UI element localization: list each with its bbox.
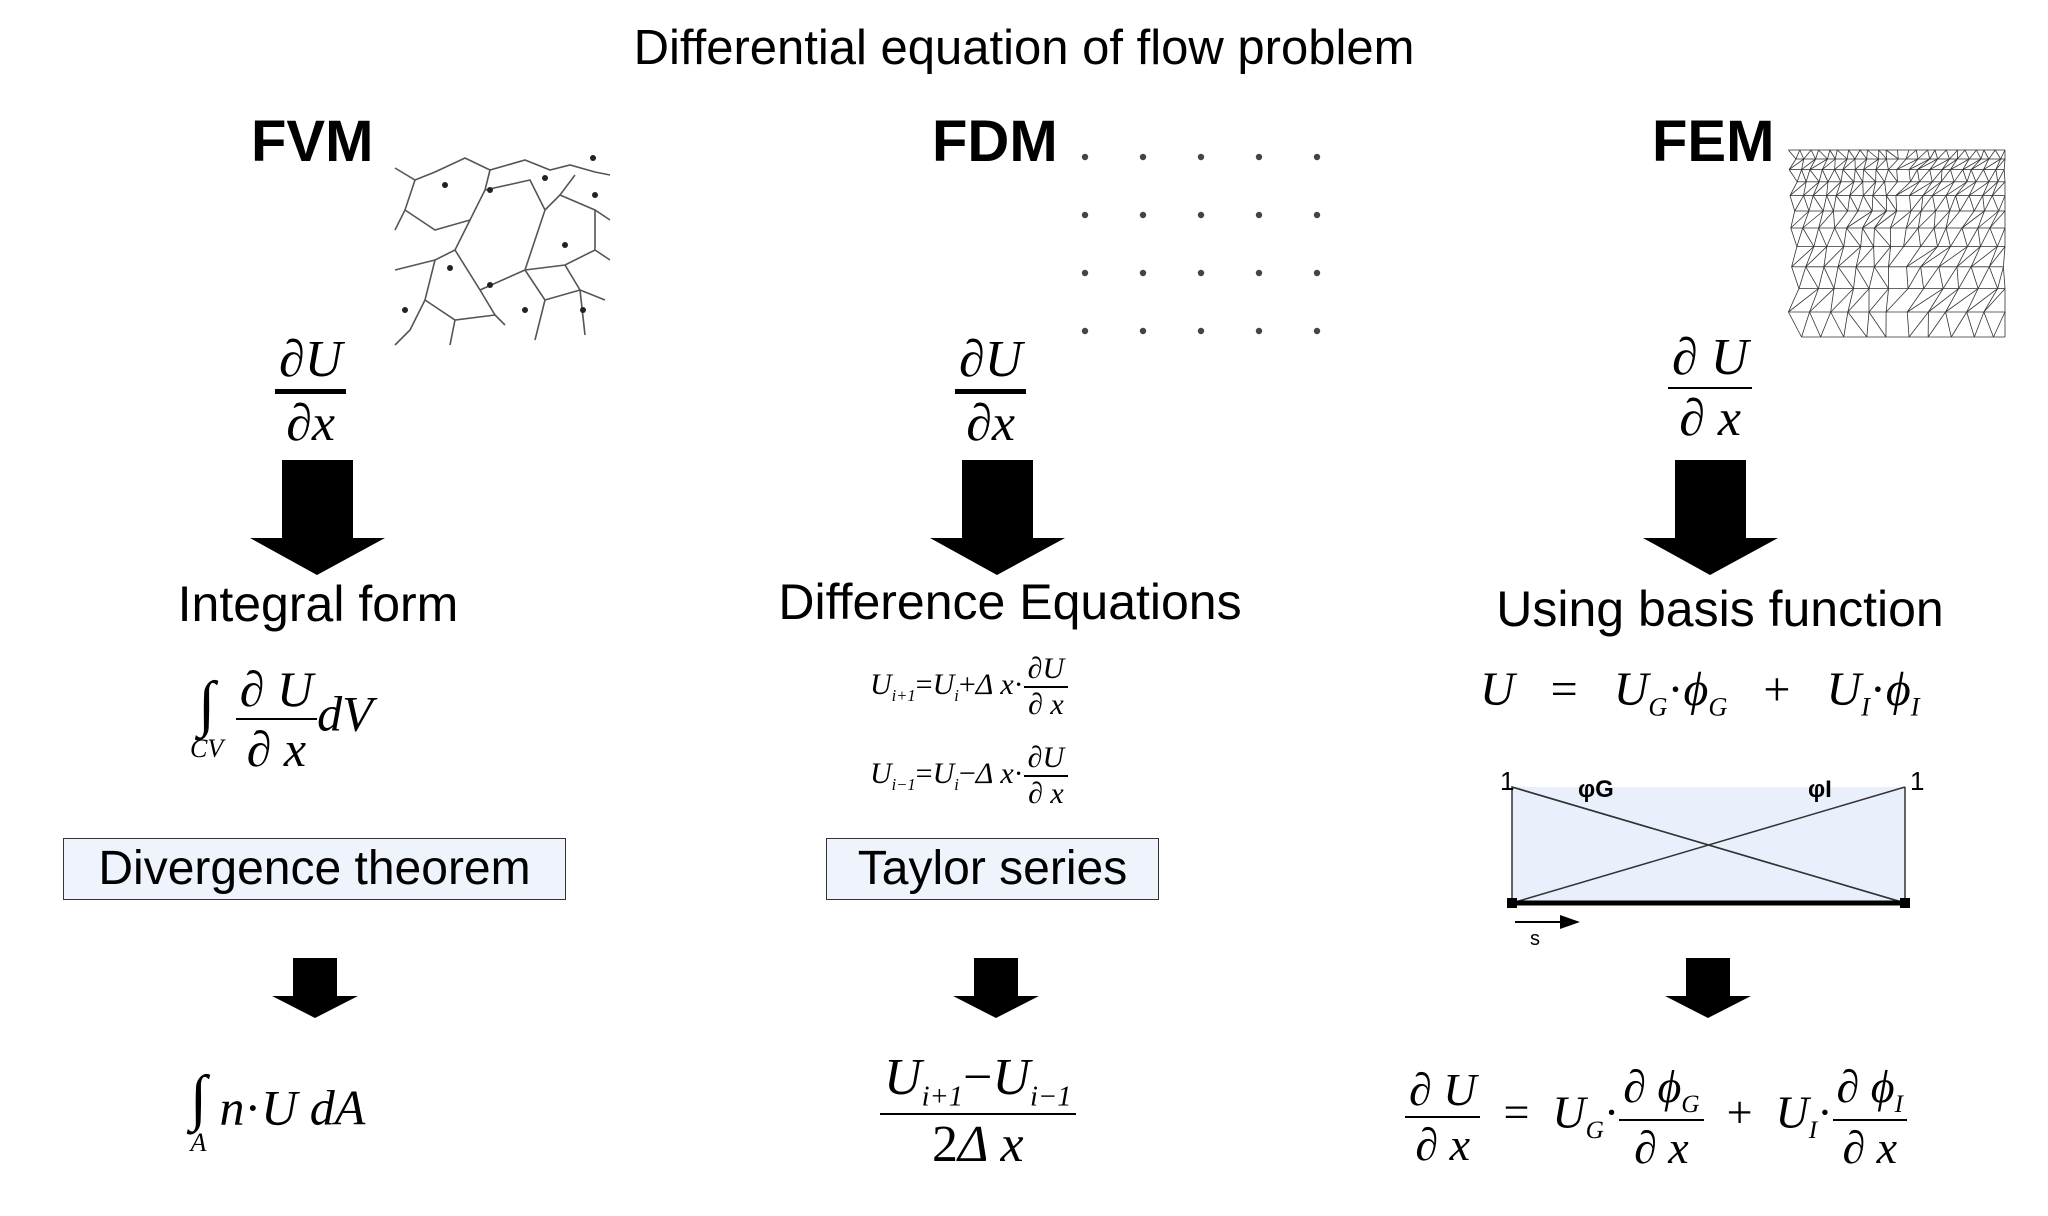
divergence-theorem-box: Divergence theorem [63,838,566,900]
basis-left-value: 1 [1500,766,1514,796]
fvm-integral-equation: ∫ CV ∂ U ∂ x dV [190,661,373,777]
fvm-step-label: Integral form [177,576,459,632]
fem-down-arrow-icon [1643,460,1778,575]
s-axis-label: s [1530,928,1540,950]
fvm-voronoi-mesh-icon [394,155,611,346]
basis-right-value: 1 [1910,766,1924,796]
fvm-down-arrow-icon [250,460,385,575]
fvm-heading: FVM [251,109,374,174]
fdm-heading: FDM [932,109,1058,174]
page-title: Differential equation of flow problem [633,21,1415,75]
taylor-series-box: Taylor series [826,838,1159,900]
fem-basis-equation: U = UG·ϕG + UI·ϕI [1480,663,1920,722]
fem-derivative: ∂ U ∂ x [1668,328,1753,448]
fdm-step-label: Difference Equations [778,574,1242,630]
fem-heading: FEM [1652,109,1775,174]
fdm-grid-points-icon [1081,153,1321,335]
fdm-derivative: ∂U ∂x [955,330,1027,453]
fem-derivative-result: ∂ U ∂ x = UG· ∂ ϕG ∂ x + UI· ∂ ϕI ∂ x [1405,1060,1908,1174]
phi-i-label: φI [1808,776,1832,803]
phi-g-label: φG [1578,776,1614,803]
fdm-forward-equation: Ui+1=Ui+Δ x· ∂U ∂ x [870,652,1069,722]
fvm-derivative: ∂U ∂x [275,330,347,453]
fem-step-label: Using basis function [1496,581,1944,637]
fem-triangle-mesh-icon [1788,149,2006,338]
fdm-backward-equation: Ui−1=Ui−Δ x· ∂U ∂ x [870,741,1069,811]
fdm-central-difference: Ui+1−Ui−1 2Δ x [880,1048,1076,1174]
fvm-surface-integral: ∫ A n·U dA [190,1064,366,1157]
fem-small-down-arrow-icon [1665,958,1751,1018]
fem-basis-plot: 1 1 φG φI s [1500,766,1924,950]
fvm-small-down-arrow-icon [272,958,358,1018]
fdm-small-down-arrow-icon [953,958,1039,1018]
fdm-down-arrow-icon [930,460,1065,575]
